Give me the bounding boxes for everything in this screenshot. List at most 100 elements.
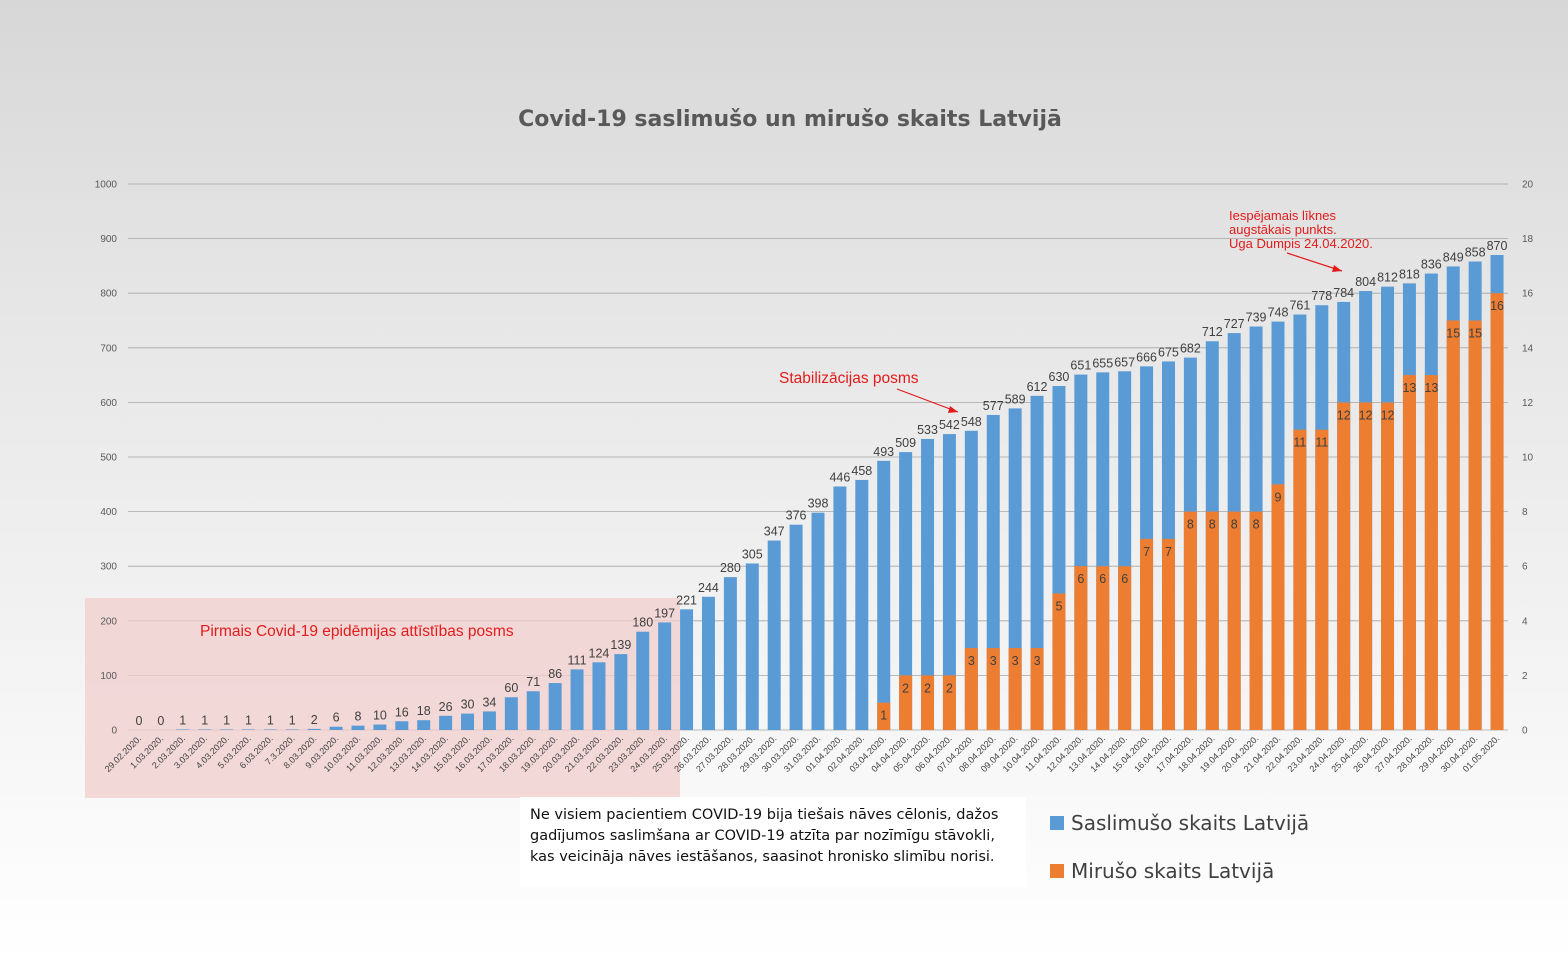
deaths-value-label: 2 <box>946 681 953 695</box>
deaths-value-label: 8 <box>1209 518 1216 532</box>
deaths-value-label: 11 <box>1315 436 1328 450</box>
cases-value-label: 778 <box>1311 289 1332 303</box>
deaths-value-label: 11 <box>1293 436 1306 450</box>
deaths-bar <box>1249 511 1263 730</box>
deaths-bar <box>1490 293 1504 730</box>
cases-bar <box>745 563 759 730</box>
cases-value-label: 446 <box>829 470 850 484</box>
cases-bar <box>176 729 190 730</box>
cases-bar <box>701 596 715 730</box>
cases-value-label: 542 <box>939 418 960 432</box>
left-tick-label: 400 <box>100 507 117 518</box>
cases-value-label: 655 <box>1092 356 1113 370</box>
left-tick-label: 1000 <box>95 180 118 191</box>
deaths-bar <box>899 675 913 730</box>
deaths-value-label: 12 <box>1381 408 1395 422</box>
deaths-value-label: 15 <box>1468 327 1482 341</box>
deaths-bars <box>877 293 1504 730</box>
deaths-value-label: 8 <box>1187 518 1194 532</box>
deaths-bar <box>1271 484 1285 730</box>
cases-value-label: 727 <box>1224 317 1245 331</box>
cases-value-label: 739 <box>1246 311 1267 325</box>
cases-value-label: 347 <box>764 525 785 539</box>
right-tick-label: 20 <box>1522 180 1534 191</box>
right-tick-label: 2 <box>1522 671 1528 682</box>
cases-bar <box>877 460 891 730</box>
cases-bar <box>614 654 628 730</box>
cases-value-label: 0 <box>157 714 164 728</box>
left-tick-label: 900 <box>100 234 117 245</box>
left-tick-label: 600 <box>100 398 117 409</box>
cases-bar <box>921 438 935 730</box>
deaths-value-label: 6 <box>1121 572 1128 586</box>
cases-value-label: 30 <box>461 698 475 712</box>
phase2-label: Stabilizācijas posms <box>779 370 919 387</box>
left-axis-ticks: 0 100 200 300 400 500 600 700 800 900 1000 <box>95 180 118 737</box>
deaths-value-label: 12 <box>1337 408 1351 422</box>
cases-value-label: 6 <box>333 711 340 725</box>
peak-arrow <box>1286 252 1343 272</box>
right-tick-label: 8 <box>1522 507 1528 518</box>
cases-value-label: 111 <box>568 653 587 667</box>
cases-value-label: 548 <box>961 415 982 429</box>
cases-bar <box>285 729 299 730</box>
cases-bar <box>636 631 650 730</box>
deaths-value-label: 6 <box>1099 572 1106 586</box>
cases-bar <box>504 697 518 730</box>
cases-bar <box>548 683 562 730</box>
cases-value-label: 818 <box>1399 267 1420 281</box>
deaths-bar <box>1118 566 1132 730</box>
right-tick-label: 4 <box>1522 616 1528 627</box>
cases-value-label: 804 <box>1355 275 1376 289</box>
cases-bar <box>241 729 255 730</box>
right-tick-label: 0 <box>1522 726 1528 737</box>
cases-value-label: 398 <box>808 497 829 511</box>
deaths-value-label: 6 <box>1077 572 1084 586</box>
cases-value-label: 666 <box>1136 350 1157 364</box>
deaths-bar <box>1205 511 1219 730</box>
cases-bar <box>482 711 496 730</box>
cases-bar <box>461 713 475 730</box>
cases-value-label: 630 <box>1049 370 1070 384</box>
legend-cases-label: Saslimušo skaits Latvijā <box>1071 811 1309 835</box>
peak-label-line2: augstākais punkts. <box>1229 222 1337 237</box>
cases-value-label: 34 <box>482 695 496 709</box>
cases-bar <box>351 725 365 730</box>
cases-value-label: 1 <box>267 713 274 727</box>
deaths-bar <box>1337 402 1351 730</box>
deaths-value-label: 12 <box>1359 408 1373 422</box>
right-tick-label: 12 <box>1522 398 1534 409</box>
deaths-bar <box>986 648 1000 730</box>
deaths-bar <box>1008 648 1022 730</box>
left-tick-label: 700 <box>100 343 117 354</box>
cases-value-label: 124 <box>589 646 610 660</box>
deaths-value-label: 1 <box>880 709 887 723</box>
deaths-value-label: 8 <box>1231 518 1238 532</box>
deaths-bar <box>1315 429 1329 730</box>
note-box: Ne visiem pacientiem COVID-19 bija tieša… <box>520 797 1026 887</box>
deaths-bar <box>1161 538 1175 730</box>
right-tick-label: 6 <box>1522 562 1528 573</box>
deaths-value-label: 9 <box>1275 490 1282 504</box>
cases-value-label: 812 <box>1377 271 1398 285</box>
cases-bar <box>899 452 913 730</box>
legend-deaths-label: Mirušo skaits Latvijā <box>1071 859 1274 883</box>
deaths-bar <box>1468 320 1482 730</box>
peak-label-line1: Iespējamais līknes <box>1229 208 1336 223</box>
cases-bar <box>307 728 321 730</box>
cases-bar <box>417 720 431 730</box>
legend-deaths-swatch <box>1050 864 1064 878</box>
phase1-label: Pirmais Covid-19 epidēmijas attīstības p… <box>200 623 514 640</box>
cases-bar <box>570 669 584 730</box>
peak-label-line3: Uga Dumpis 24.04.2020. <box>1229 236 1373 251</box>
legend-cases-swatch <box>1050 816 1064 830</box>
cases-value-label: 784 <box>1333 286 1354 300</box>
deaths-value-label: 13 <box>1424 381 1438 395</box>
deaths-value-label: 2 <box>902 681 909 695</box>
cases-value-label: 26 <box>439 700 453 714</box>
deaths-bar <box>1402 375 1416 730</box>
cases-value-label: 870 <box>1487 239 1508 253</box>
cases-value-label: 376 <box>786 509 807 523</box>
